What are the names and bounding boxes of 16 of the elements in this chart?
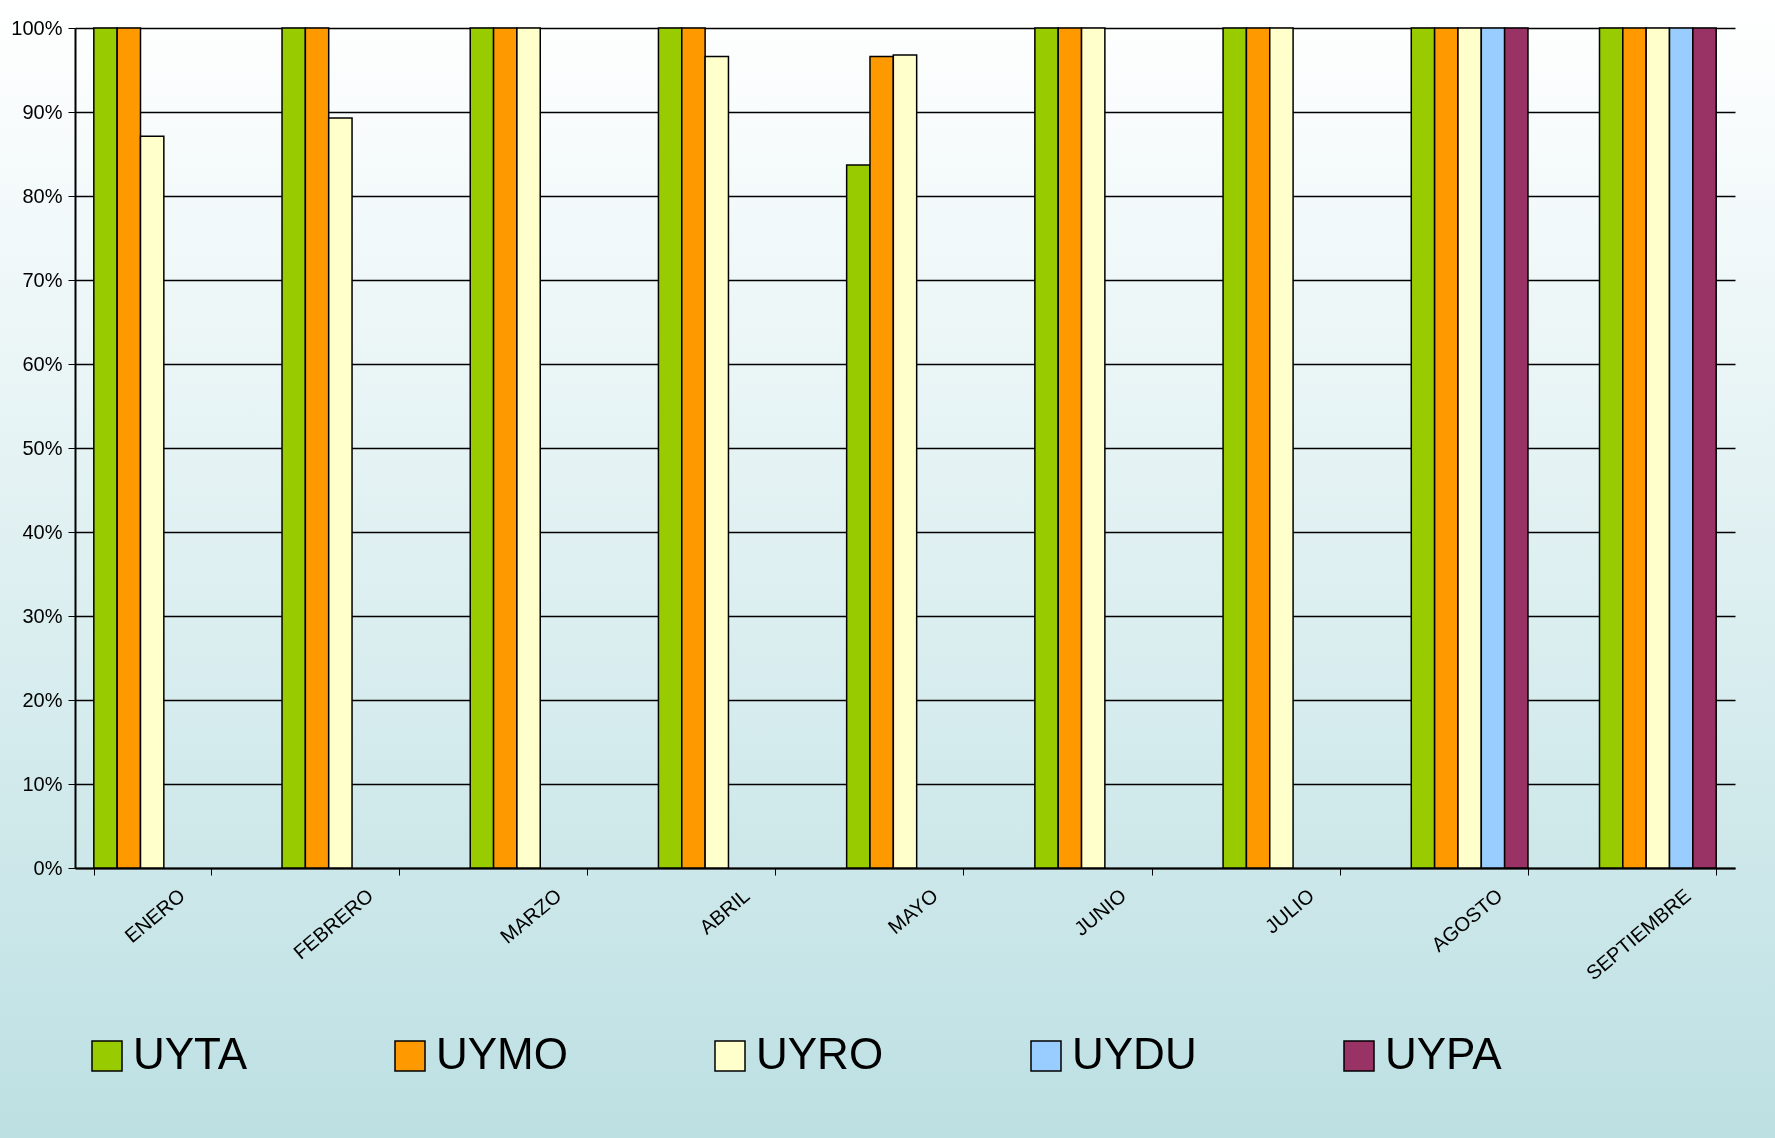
y-tick-label: 40%	[22, 520, 63, 543]
y-tick-label: 50%	[22, 436, 63, 459]
y-tick-label: 10%	[22, 772, 63, 795]
legend-label: UYPA	[1385, 1029, 1503, 1078]
y-tick-label: 70%	[22, 268, 63, 291]
y-tick-label: 90%	[22, 100, 63, 123]
y-tick-label: 30%	[22, 604, 63, 627]
legend-label: UYTA	[133, 1029, 248, 1078]
y-tick-label: 0%	[33, 856, 63, 879]
legend-label: UYRO	[756, 1029, 884, 1078]
y-tick-label: 60%	[22, 352, 63, 375]
y-tick-label: 100%	[11, 16, 63, 39]
y-tick-label: 80%	[22, 184, 63, 207]
legend-label: UYMO	[436, 1029, 568, 1078]
y-tick-label: 20%	[22, 688, 63, 711]
legend-label: UYDU	[1072, 1029, 1197, 1078]
